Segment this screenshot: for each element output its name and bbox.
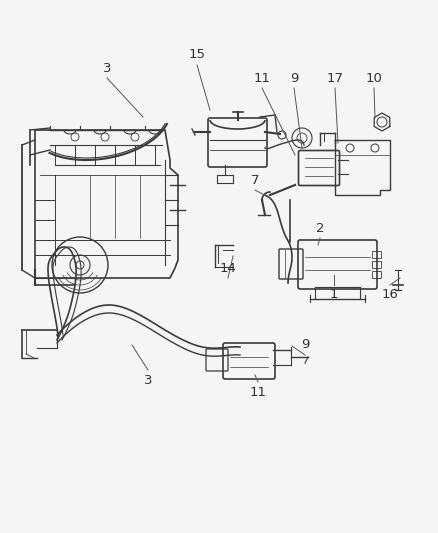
Text: 9: 9 xyxy=(301,338,309,351)
Text: 14: 14 xyxy=(219,262,237,274)
Text: 3: 3 xyxy=(103,61,111,75)
Text: 11: 11 xyxy=(250,385,266,399)
Text: 2: 2 xyxy=(316,222,324,235)
Text: 10: 10 xyxy=(366,71,382,85)
Text: 1: 1 xyxy=(330,288,338,302)
Text: 11: 11 xyxy=(254,71,271,85)
Text: 7: 7 xyxy=(251,174,259,187)
Text: 15: 15 xyxy=(188,49,205,61)
Text: 3: 3 xyxy=(144,374,152,386)
Text: 16: 16 xyxy=(381,288,399,302)
Text: 9: 9 xyxy=(290,71,298,85)
Text: 17: 17 xyxy=(326,71,343,85)
